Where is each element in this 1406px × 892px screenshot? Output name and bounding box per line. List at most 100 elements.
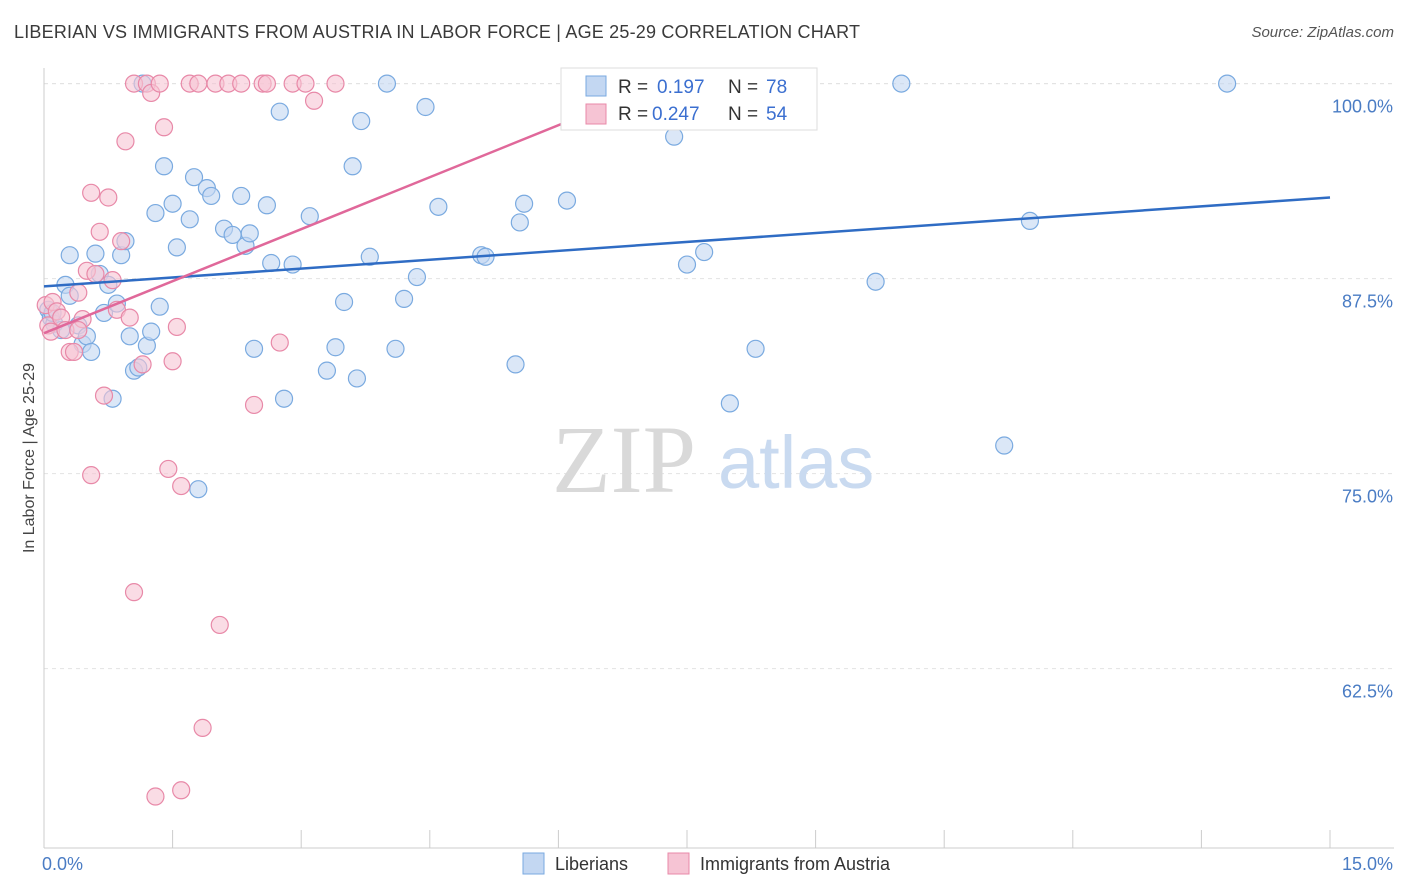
point-liberians (202, 186, 221, 206)
trend-line-liberians (43, 196, 1331, 288)
trend-lines (43, 82, 1331, 335)
point-liberians (82, 342, 101, 362)
point-austria (94, 386, 114, 405)
point-liberians (557, 191, 577, 210)
point-austria (257, 74, 277, 93)
point-austria (69, 320, 88, 340)
point-austria (146, 787, 165, 806)
point-austria (244, 395, 264, 415)
stats-r-label-1: R = (618, 104, 648, 125)
y-tick-label: 62.5% (1342, 682, 1393, 702)
series-legend: Liberians Immigrants from Austria (522, 852, 891, 875)
stats-legend-swatch-liberians (585, 75, 607, 97)
point-liberians (360, 247, 379, 266)
y-tick-labels: 62.5% 75.0% 87.5% 100.0% (1332, 97, 1393, 702)
chart-title: LIBERIAN VS IMMIGRANTS FROM AUSTRIA IN L… (14, 22, 861, 42)
stats-r-label-0: R = (618, 77, 648, 98)
point-liberians (506, 355, 525, 374)
point-austria (159, 459, 178, 479)
point-austria (82, 466, 101, 485)
grid-lines (44, 83, 1394, 670)
point-austria (232, 74, 251, 93)
point-liberians (163, 194, 182, 213)
stats-n-value-0: 78 (766, 77, 787, 98)
point-austria (163, 352, 182, 371)
stats-n-value-1: 54 (766, 104, 788, 125)
point-liberians (150, 297, 169, 316)
point-austria (172, 476, 191, 496)
point-austria (82, 183, 101, 202)
watermark-atlas: atlas (718, 421, 874, 504)
point-austria (69, 283, 88, 302)
point-austria (112, 232, 131, 251)
x-tick-labels: 0.0% 15.0% (42, 854, 1393, 874)
point-liberians (510, 213, 529, 232)
point-austria (193, 718, 212, 737)
stats-n-label-0: N = (728, 77, 758, 98)
point-liberians (86, 244, 105, 263)
point-austria (120, 308, 139, 327)
point-liberians (270, 102, 289, 121)
point-liberians (407, 267, 427, 287)
point-liberians (665, 127, 684, 146)
point-liberians (677, 255, 697, 274)
point-liberians (262, 253, 281, 273)
point-liberians (386, 339, 405, 358)
point-austria (304, 91, 324, 110)
x-tick-label: 15.0% (1342, 854, 1393, 874)
y-tick-label: 87.5% (1342, 292, 1393, 312)
point-austria (296, 74, 315, 93)
point-liberians (326, 338, 345, 357)
watermark-zip: ZIP (552, 406, 696, 513)
point-liberians (184, 168, 204, 187)
watermark: ZIP atlas (552, 406, 874, 513)
point-liberians (746, 339, 765, 358)
point-liberians (866, 272, 885, 291)
point-liberians (142, 322, 161, 341)
point-liberians (695, 242, 714, 262)
point-austria (154, 118, 174, 137)
y-axis-label: In Labor Force | Age 25-29 (21, 363, 38, 553)
point-liberians (189, 480, 208, 499)
point-liberians (232, 186, 251, 206)
point-liberians (240, 224, 259, 243)
point-austria (270, 333, 289, 352)
legend-label-liberians: Liberians (555, 854, 628, 874)
y-tick-label: 100.0% (1332, 97, 1393, 117)
point-austria (172, 781, 191, 800)
point-liberians (317, 361, 337, 380)
axes (43, 68, 1394, 849)
point-austria (99, 188, 118, 207)
point-liberians (515, 194, 534, 213)
legend-swatch-austria (667, 852, 690, 875)
stats-n-label-1: N = (728, 104, 758, 125)
point-austria (326, 74, 345, 93)
point-liberians (429, 197, 448, 216)
point-liberians (274, 389, 294, 408)
point-austria (167, 317, 186, 337)
point-austria (64, 342, 84, 362)
x-tick-label: 0.0% (42, 854, 83, 874)
point-liberians (167, 238, 186, 257)
data-points (36, 74, 1237, 806)
point-liberians (720, 394, 739, 413)
point-liberians (343, 157, 362, 176)
y-tick-label: 75.0% (1342, 487, 1393, 507)
stats-legend: R = 0.197 N = 78 R = 0.247 N = 54 (560, 67, 818, 131)
point-liberians (180, 210, 199, 229)
point-liberians (257, 196, 277, 215)
point-liberians (892, 74, 911, 93)
point-liberians (120, 327, 139, 346)
point-liberians (146, 203, 165, 223)
point-austria (86, 264, 105, 284)
point-liberians (154, 157, 174, 176)
point-liberians (377, 74, 397, 93)
point-liberians (416, 97, 435, 117)
point-austria (189, 74, 208, 93)
point-austria (116, 132, 135, 151)
point-liberians (1218, 74, 1237, 93)
point-liberians (995, 436, 1014, 455)
point-liberians (1020, 211, 1040, 230)
point-liberians (244, 339, 264, 358)
